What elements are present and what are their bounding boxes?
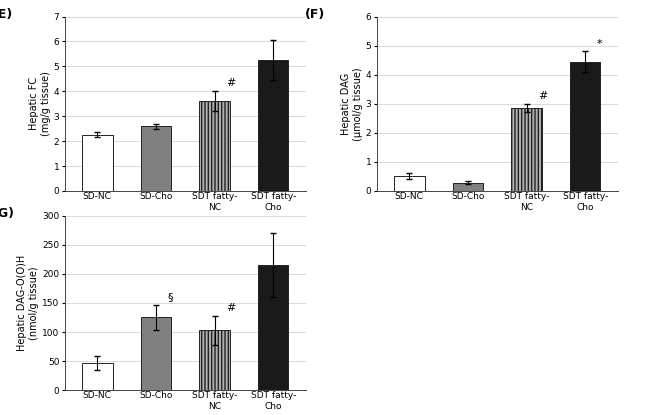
Text: #: # [226, 303, 236, 313]
Text: (G): (G) [0, 207, 15, 220]
Bar [258, 265, 289, 390]
Text: #: # [226, 78, 236, 88]
Bar [394, 176, 424, 191]
Bar [82, 135, 112, 191]
Text: *: * [597, 39, 603, 49]
Text: (F): (F) [305, 8, 325, 21]
Bar [452, 183, 483, 191]
Bar [82, 363, 112, 390]
Y-axis label: Hepatic DAG
(μmol/g tissue): Hepatic DAG (μmol/g tissue) [341, 67, 363, 141]
Bar [512, 108, 542, 191]
Bar [140, 126, 171, 191]
Bar [570, 61, 601, 191]
Bar [140, 317, 171, 390]
Bar [200, 101, 230, 191]
Bar [200, 330, 230, 390]
Text: #: # [538, 91, 548, 101]
Bar [258, 60, 289, 191]
Text: (E): (E) [0, 8, 13, 21]
Y-axis label: Hepatic DAG-O(O)H
(nmol/g tissue): Hepatic DAG-O(O)H (nmol/g tissue) [17, 255, 40, 351]
Text: §: § [168, 293, 173, 303]
Y-axis label: Hepatic FC
(mg/g tissue): Hepatic FC (mg/g tissue) [29, 71, 51, 136]
